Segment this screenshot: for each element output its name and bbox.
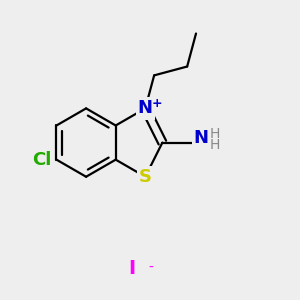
Text: N: N <box>138 99 153 117</box>
Text: H: H <box>209 138 220 152</box>
Text: Cl: Cl <box>32 151 51 169</box>
Text: S: S <box>139 168 152 186</box>
Text: -: - <box>148 260 153 274</box>
Text: H: H <box>209 127 220 141</box>
Text: I: I <box>129 260 136 278</box>
Text: +: + <box>151 97 162 110</box>
Text: N: N <box>193 129 208 147</box>
